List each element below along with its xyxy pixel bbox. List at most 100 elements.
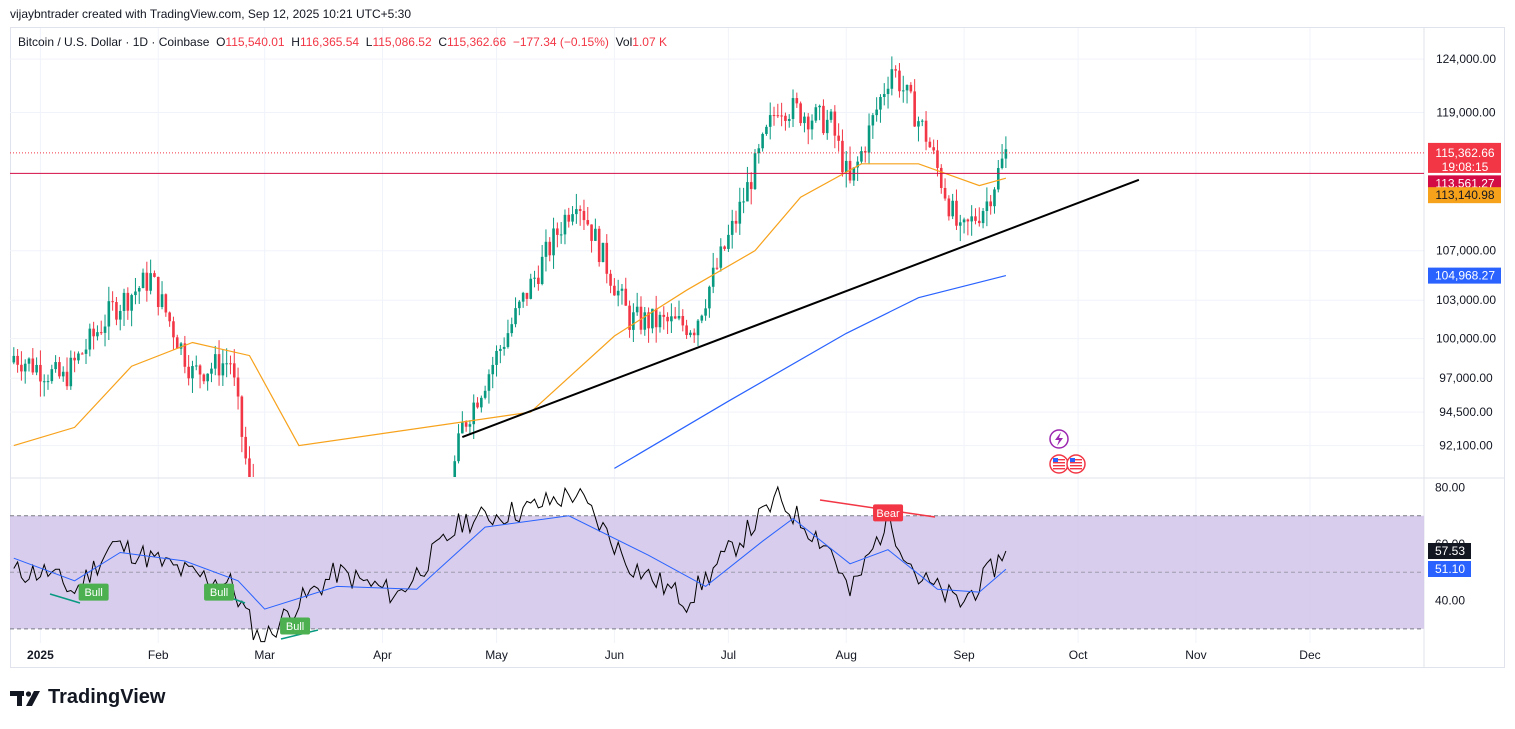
- candle-body: [913, 91, 916, 127]
- candle-body: [605, 242, 609, 274]
- candle-body: [39, 364, 42, 382]
- bull-badge: [204, 583, 235, 601]
- candle-body: [856, 161, 859, 168]
- candle-body: [202, 374, 206, 382]
- candle-body: [69, 357, 73, 387]
- candle-body: [616, 290, 620, 296]
- x-tick-label: 2025: [27, 648, 54, 662]
- candle-body: [423, 629, 426, 630]
- candle-body: [879, 97, 882, 110]
- x-tick-label: Nov: [1185, 648, 1206, 662]
- candle-body: [107, 301, 111, 327]
- candle-body: [58, 362, 61, 377]
- candle-body: [540, 256, 544, 284]
- candle-body: [575, 209, 578, 215]
- candle-body: [472, 402, 476, 425]
- candle-body: [692, 332, 696, 336]
- candles: [12, 56, 1008, 630]
- candle-body: [491, 364, 495, 375]
- symbol-legend: Bitcoin / U.S. Dollar · 1D · Coinbase O1…: [18, 35, 667, 49]
- candle-body: [96, 332, 99, 337]
- candle-body: [753, 153, 757, 190]
- x-tick-label: Jul: [721, 648, 736, 662]
- candle-body: [111, 301, 114, 303]
- price-pane: [10, 56, 1424, 630]
- candle-body: [103, 326, 107, 333]
- candle-body: [137, 287, 141, 292]
- candle-body: [80, 353, 84, 355]
- candle-body: [704, 308, 707, 316]
- candle-body: [35, 364, 38, 373]
- candle-body: [658, 314, 662, 328]
- low-value: 115,086.52: [372, 35, 432, 49]
- flag-stripe: [1070, 462, 1082, 464]
- us-flag-event-icon: [1049, 454, 1069, 474]
- candle-body: [818, 105, 821, 108]
- candle-body: [917, 121, 920, 127]
- candle-body: [806, 116, 810, 130]
- candle-body: [977, 220, 981, 224]
- candle-body: [194, 365, 198, 367]
- candle-body: [597, 228, 601, 263]
- candle-body: [768, 115, 772, 127]
- last-price-value: 115,362.66: [1435, 146, 1494, 160]
- y-tick-label: 107,000.00: [1436, 244, 1496, 258]
- candle-body: [799, 103, 802, 124]
- candle-body: [552, 228, 555, 256]
- chart-frame: [10, 27, 1505, 668]
- candle-body: [225, 363, 228, 365]
- candle-body: [160, 294, 164, 308]
- candle-body: [711, 267, 715, 287]
- x-tick-label: Feb: [148, 648, 169, 662]
- candle-body: [784, 115, 787, 121]
- candle-body: [989, 201, 992, 207]
- candle-body: [168, 312, 171, 322]
- close-value: 115,362.66: [446, 35, 507, 49]
- candle-body: [746, 182, 749, 202]
- candle-body: [236, 377, 240, 397]
- candle-body: [901, 90, 905, 92]
- symbol-name: Bitcoin / U.S. Dollar · 1D · Coinbase: [18, 35, 210, 49]
- candle-body: [924, 120, 928, 142]
- attribution-text: vijaybntrader created with TradingView.c…: [10, 7, 412, 21]
- candle-body: [468, 424, 472, 427]
- tradingview-logo-icon: [10, 690, 40, 706]
- bull-badge: [78, 583, 109, 601]
- candle-body: [1004, 149, 1008, 159]
- candle-body: [620, 288, 624, 291]
- candle-body: [65, 371, 69, 387]
- candle-body: [810, 120, 814, 130]
- candle-body: [141, 272, 145, 288]
- candle-body: [803, 116, 806, 124]
- candle-body: [947, 198, 951, 217]
- candle-body: [84, 349, 88, 354]
- event-markers: [1049, 429, 1086, 474]
- flag-stripe: [1070, 468, 1082, 470]
- bull-label: Bull: [210, 587, 228, 599]
- candle-body: [632, 312, 635, 330]
- candle-body: [42, 381, 46, 383]
- candle-body: [453, 461, 457, 477]
- tradingview-wordmark: TradingView: [48, 686, 166, 708]
- candle-body: [92, 328, 95, 337]
- candle-body: [955, 200, 958, 226]
- candle-body: [240, 396, 244, 437]
- candle-body: [727, 234, 730, 249]
- candle-body: [187, 366, 190, 379]
- candle-body: [46, 381, 50, 383]
- candle-body: [77, 353, 80, 361]
- candle-body: [533, 277, 536, 279]
- candle-body: [232, 363, 236, 378]
- bull-label: Bull: [286, 621, 304, 633]
- candle-body: [20, 364, 23, 372]
- x-tick-label: Aug: [836, 648, 857, 662]
- candle-body: [229, 363, 232, 365]
- candle-body: [871, 115, 875, 126]
- hline-value: 113,561.27: [1435, 176, 1494, 190]
- candle-body: [217, 354, 221, 376]
- candle-body: [446, 500, 449, 507]
- candle-body: [928, 141, 932, 148]
- flag-stripe: [1053, 462, 1065, 464]
- candle-body: [814, 107, 818, 121]
